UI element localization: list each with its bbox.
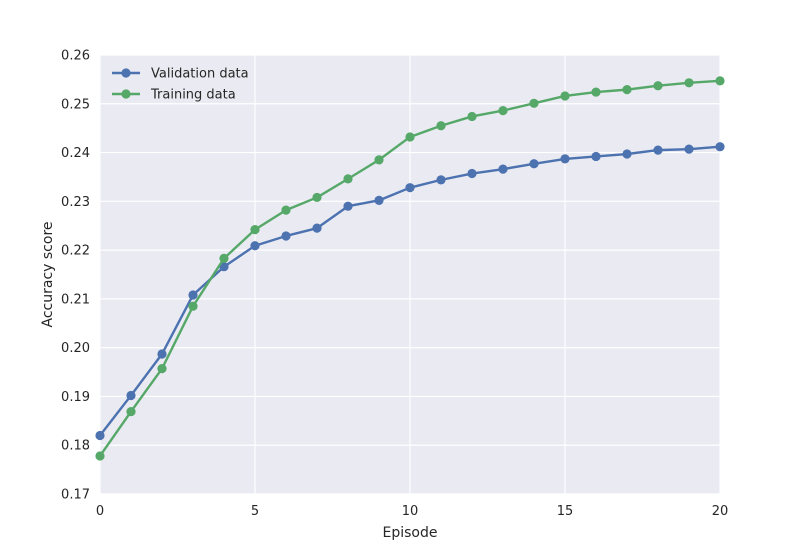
y-tick-label: 0.17	[61, 488, 90, 503]
y-tick-label: 0.23	[61, 195, 90, 210]
data-point	[715, 76, 725, 86]
series-validation	[95, 142, 725, 441]
data-point	[436, 175, 446, 185]
data-point	[250, 241, 260, 251]
y-axis-label: Accuracy score	[40, 222, 56, 328]
data-point	[95, 451, 105, 461]
data-point	[653, 145, 663, 155]
x-axis-ticks: 0 5 10 15 20	[96, 504, 728, 519]
legend-marker	[121, 68, 131, 78]
data-point	[126, 406, 136, 417]
data-point	[529, 98, 539, 108]
data-point	[343, 201, 353, 211]
data-point	[560, 91, 570, 101]
y-tick-label: 0.22	[61, 244, 90, 259]
grid	[99, 54, 721, 495]
data-point	[684, 144, 694, 154]
x-axis-label: Episode	[383, 525, 438, 541]
data-point	[188, 290, 198, 300]
data-point	[281, 231, 291, 241]
legend-marker	[121, 89, 131, 99]
data-point	[622, 85, 632, 95]
data-point	[498, 106, 508, 116]
data-point	[684, 78, 694, 88]
data-point	[219, 253, 229, 264]
data-point	[188, 301, 198, 311]
data-point	[343, 174, 353, 184]
y-axis-ticks: 0.17 0.18 0.19 0.20 0.21 0.22 0.23 0.24 0.25 0.26	[61, 49, 90, 503]
data-point	[250, 225, 260, 235]
y-tick-label: 0.25	[61, 97, 90, 112]
x-tick-label: 20	[712, 504, 729, 519]
data-point	[157, 349, 167, 359]
data-point	[126, 390, 136, 401]
data-point	[436, 121, 446, 131]
legend-item: Validation data	[112, 67, 249, 82]
data-point	[529, 159, 539, 169]
data-point	[281, 205, 291, 215]
data-point	[653, 81, 663, 91]
legend: Validation data Training data	[112, 67, 249, 103]
data-point	[467, 111, 477, 122]
x-tick-label: 0	[96, 504, 104, 519]
data-point	[560, 154, 570, 164]
y-tick-label: 0.19	[61, 390, 90, 405]
legend-label: Training data	[150, 88, 236, 103]
x-tick-label: 5	[251, 504, 259, 519]
y-tick-label: 0.21	[61, 292, 90, 307]
data-point	[591, 151, 601, 162]
x-tick-label: 15	[557, 504, 574, 519]
series-layer	[95, 76, 725, 461]
series-training	[95, 76, 725, 461]
data-point	[95, 430, 105, 441]
data-point	[498, 164, 508, 174]
data-point	[467, 168, 477, 179]
y-tick-label: 0.20	[61, 341, 90, 356]
legend-item: Training data	[112, 88, 236, 103]
data-point	[405, 132, 415, 142]
data-point	[312, 192, 322, 203]
y-tick-label: 0.18	[61, 439, 90, 454]
data-point	[405, 183, 415, 193]
x-tick-label: 10	[402, 504, 419, 519]
y-tick-label: 0.26	[61, 49, 90, 64]
data-point	[715, 142, 725, 152]
legend-label: Validation data	[151, 67, 249, 82]
data-point	[312, 223, 322, 233]
data-point	[591, 87, 601, 97]
data-point	[219, 262, 229, 272]
data-point	[374, 195, 384, 205]
data-point	[374, 155, 384, 165]
y-tick-label: 0.24	[61, 146, 90, 161]
data-point	[157, 364, 167, 374]
data-point	[622, 149, 632, 159]
